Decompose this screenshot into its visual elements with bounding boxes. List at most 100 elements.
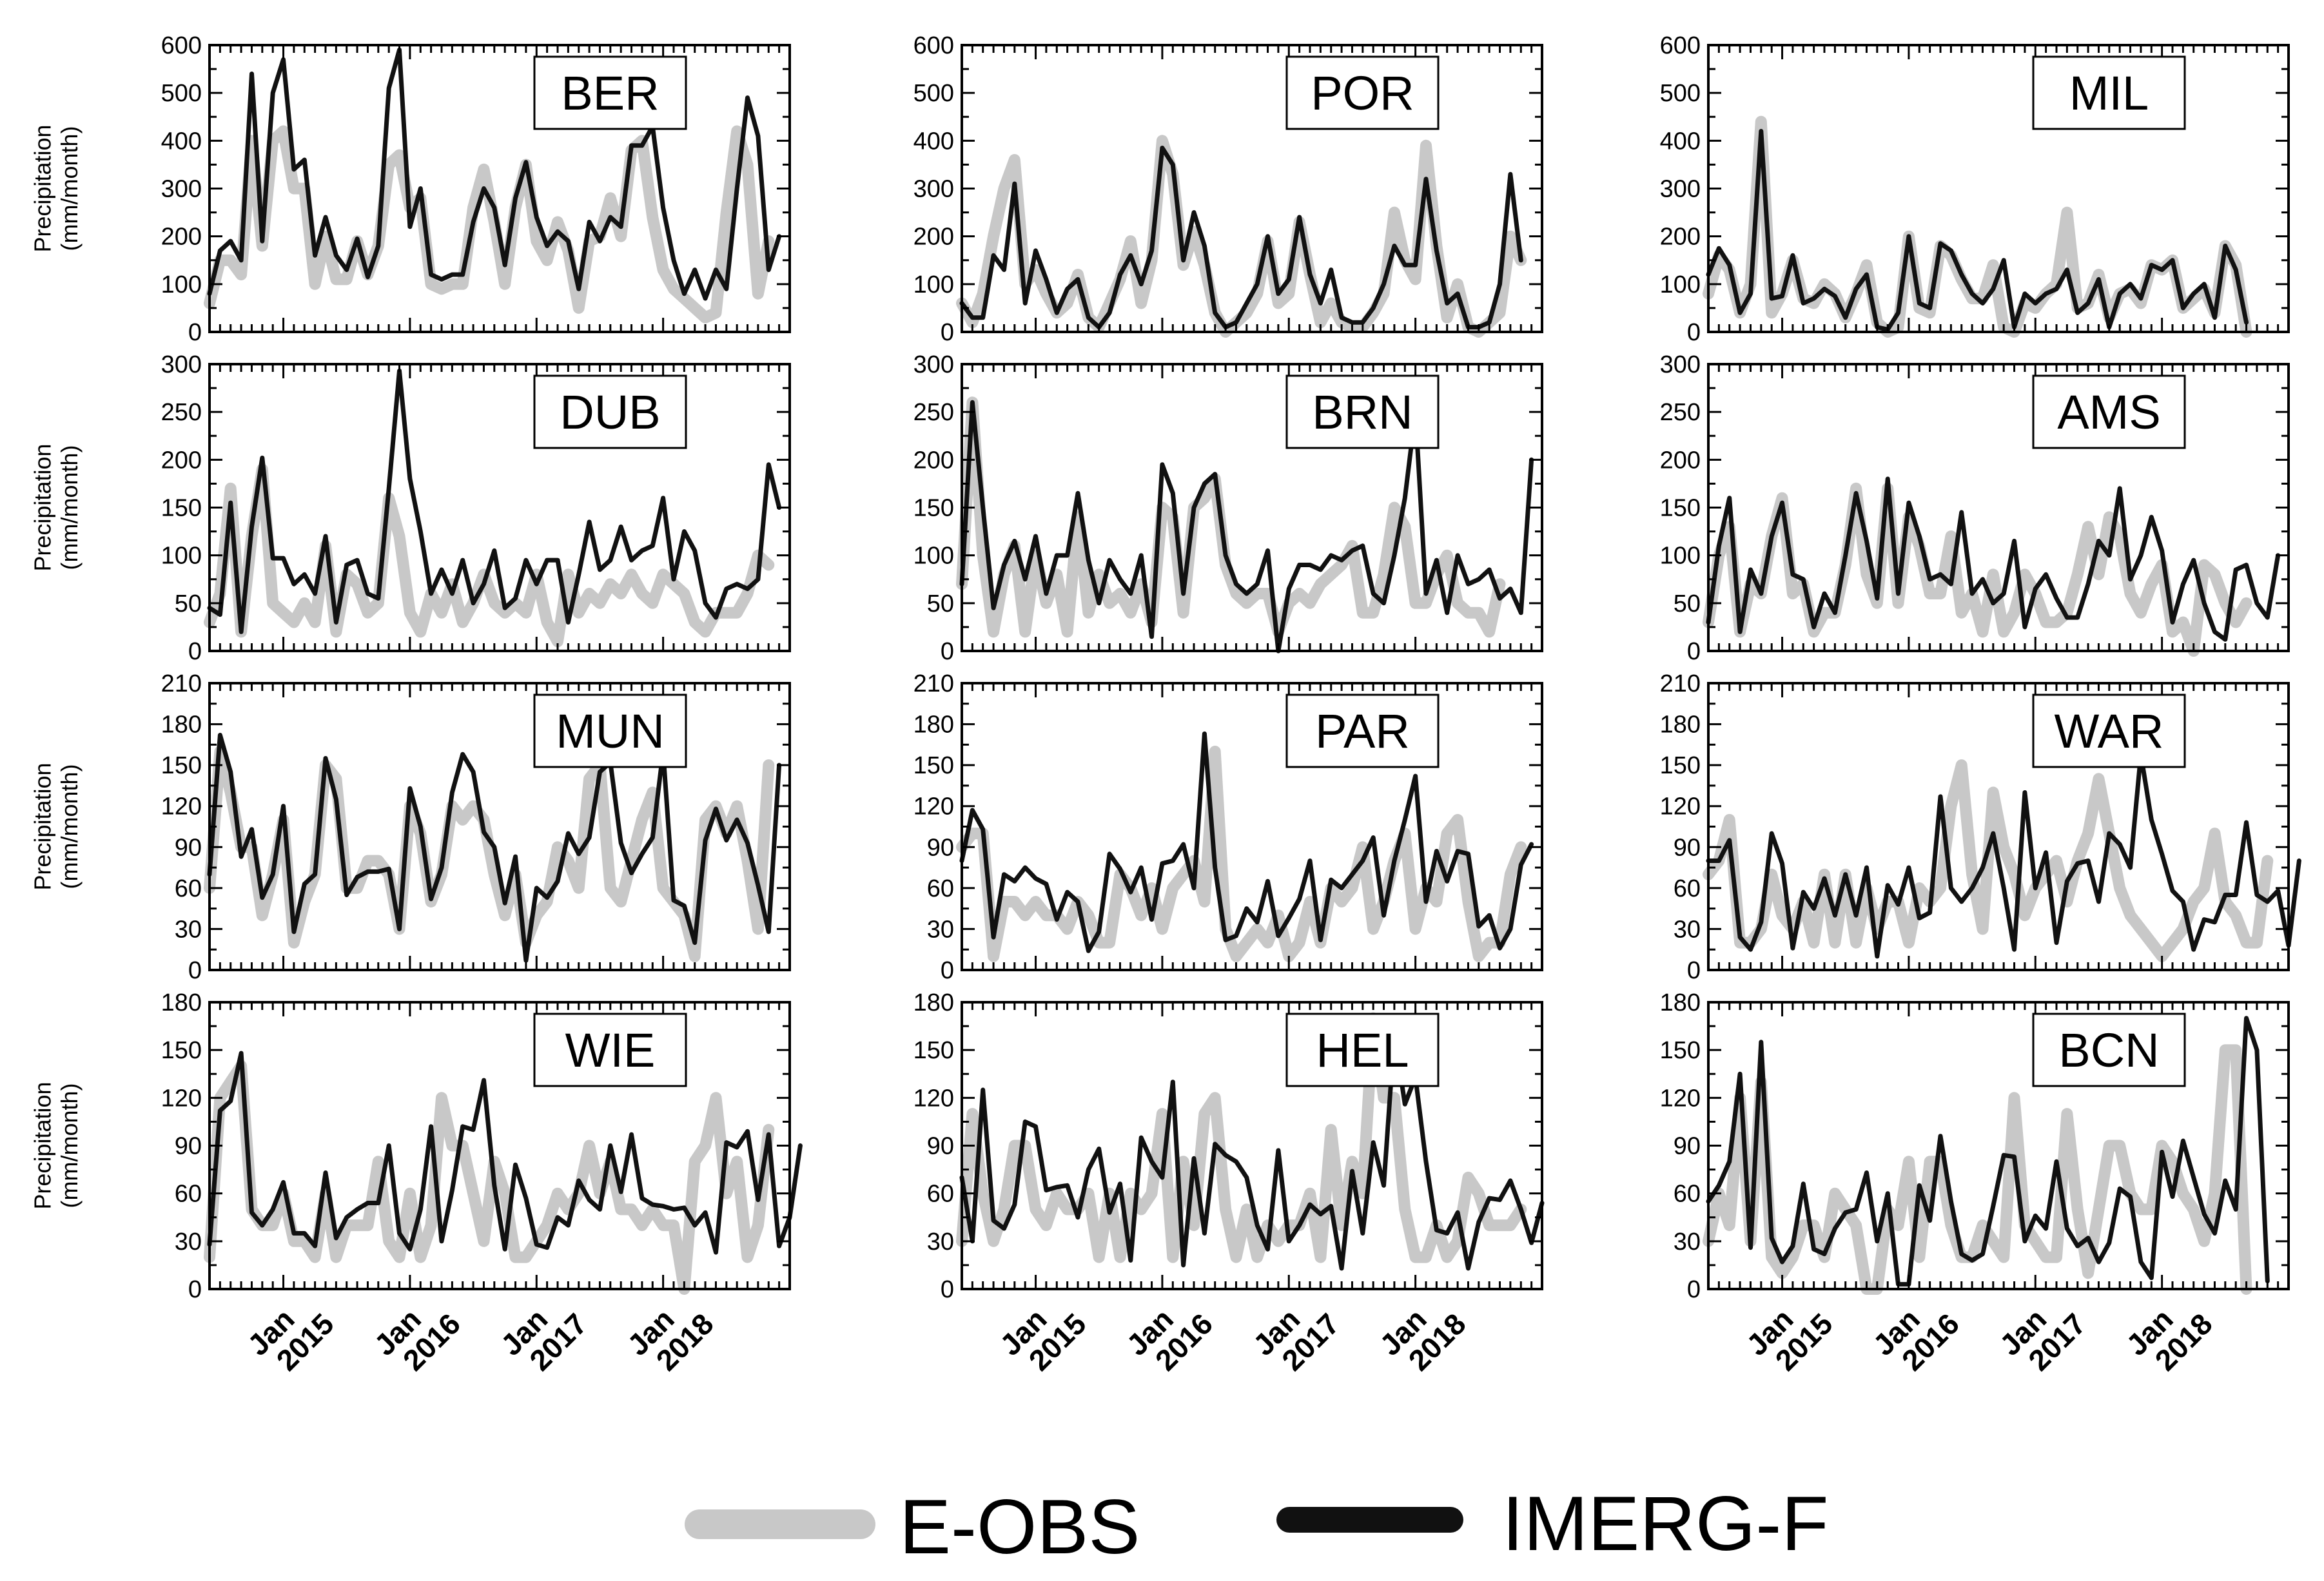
ytick-label-wie: 150 xyxy=(161,1037,202,1064)
station-label-ams: AMS xyxy=(2057,385,2160,439)
series-imerg-f-mil xyxy=(1706,129,2249,332)
legend-label-imerg: IMERG-F xyxy=(1502,1480,1829,1567)
series-e-obs-dub xyxy=(204,463,775,648)
series-imerg-f-wie xyxy=(207,1051,803,1255)
y-axis-label-line1: Precipitation xyxy=(29,1081,55,1209)
series-e-obs-ams xyxy=(1703,482,2252,657)
series-imerg-f-brn xyxy=(959,400,1534,654)
ytick-label-mun: 180 xyxy=(161,712,202,739)
legend-label-eobs: E-OBS xyxy=(899,1484,1140,1570)
series-imerg-f-por xyxy=(959,146,1523,330)
ytick-label-war: 60 xyxy=(1674,875,1701,902)
ytick-label-bcn: 0 xyxy=(1687,1276,1701,1303)
ytick-label-wie: 60 xyxy=(175,1181,202,1208)
station-label-war: WAR xyxy=(2055,704,2164,758)
y-axis-label-line1: Precipitation xyxy=(29,124,55,252)
ytick-label-wie: 30 xyxy=(175,1228,202,1256)
series-e-obs-mun xyxy=(204,746,775,962)
ytick-label-bcn: 150 xyxy=(1660,1037,1701,1064)
ytick-label-war: 180 xyxy=(1660,712,1701,739)
xtick-label-hel: Jan2015 xyxy=(993,1285,1093,1384)
station-label-box-brn xyxy=(1285,374,1440,449)
panel-mil: 0 100 200 300 400 500 600 MIL xyxy=(1660,32,2290,346)
series-imerg-f-ber xyxy=(207,47,782,301)
series-imerg-f-mun xyxy=(207,733,782,963)
ytick-label-wie: 0 xyxy=(188,1276,202,1303)
ytick-label-ber: 400 xyxy=(161,128,202,155)
station-label-par: PAR xyxy=(1315,704,1410,758)
station-label-mun: MUN xyxy=(556,704,665,758)
series-e-obs-por xyxy=(956,135,1527,338)
panel-mun: 0 30 60 90 120 150 180 210 MUN Precipitation(mm/m… xyxy=(29,670,791,984)
ytick-label-bcn: 90 xyxy=(1674,1133,1701,1160)
station-label-box-war xyxy=(2032,694,2186,768)
ytick-label-ams: 150 xyxy=(1660,495,1701,522)
ytick-label-ams: 0 xyxy=(1687,638,1701,665)
ytick-label-brn: 300 xyxy=(913,351,954,378)
xtick-label-wie: Jan2017 xyxy=(494,1285,594,1384)
station-label-ber: BER xyxy=(561,66,659,120)
ytick-label-hel: 120 xyxy=(913,1085,954,1112)
ytick-label-por: 0 xyxy=(941,319,954,346)
ytick-label-ber: 300 xyxy=(161,176,202,203)
y-axis-label-ber: Precipitation(mm/month) xyxy=(29,124,82,252)
series-e-obs-wie xyxy=(204,1060,775,1295)
xtick-label-hel: Jan2016 xyxy=(1120,1285,1219,1384)
ytick-label-hel: 0 xyxy=(941,1276,954,1303)
xtick-label-wie: Jan2018 xyxy=(621,1285,720,1384)
ytick-label-por: 100 xyxy=(913,271,954,298)
series-imerg-f-war xyxy=(1706,752,2301,959)
station-label-dub: DUB xyxy=(560,385,660,439)
ytick-label-mun: 90 xyxy=(175,834,202,861)
ytick-label-ber: 200 xyxy=(161,224,202,251)
series-imerg-f-par xyxy=(959,731,1534,953)
station-label-hel: HEL xyxy=(1316,1023,1409,1077)
panels-layer: 0100200300400500600BERPrecipitation(mm/m… xyxy=(29,32,2301,1303)
xtick-label-bcn: Jan2017 xyxy=(1993,1285,2093,1384)
ytick-label-mun: 210 xyxy=(161,670,202,697)
ytick-label-mil: 0 xyxy=(1687,319,1701,346)
ytick-label-por: 600 xyxy=(913,32,954,59)
station-label-brn: BRN xyxy=(1312,385,1412,439)
panel-par: 0 30 60 90 120 150 180 210 PAR xyxy=(913,670,1543,984)
y-axis-label-line2: (mm/month) xyxy=(56,445,83,570)
ytick-label-mun: 150 xyxy=(161,752,202,779)
time-axis-labels: Jan2015 Jan2016 Jan2017 Jan2018 Jan2015 Jan20… xyxy=(241,1285,2219,1384)
station-label-box-mun xyxy=(533,694,687,768)
ytick-label-par: 150 xyxy=(913,752,954,779)
ytick-label-par: 30 xyxy=(927,916,954,943)
station-label-box-ams xyxy=(2032,374,2186,449)
ytick-label-brn: 0 xyxy=(941,638,954,665)
ytick-label-wie: 90 xyxy=(175,1133,202,1160)
series-imerg-f-hel xyxy=(959,1031,1545,1271)
station-label-wie: WIE xyxy=(565,1023,656,1077)
ytick-label-dub: 250 xyxy=(161,399,202,426)
ytick-label-par: 0 xyxy=(941,957,954,984)
panel-por: 0 100 200 300 400 500 600 POR xyxy=(913,32,1543,346)
ytick-label-ams: 250 xyxy=(1660,399,1701,426)
ytick-label-hel: 90 xyxy=(927,1133,954,1160)
ytick-label-war: 150 xyxy=(1660,752,1701,779)
station-label-box-bcn xyxy=(2032,1013,2186,1087)
ytick-label-ber: 500 xyxy=(161,80,202,107)
y-axis-label-line1: Precipitation xyxy=(29,762,55,890)
ytick-label-par: 60 xyxy=(927,875,954,902)
station-label-box-mil xyxy=(2032,55,2186,130)
series-imerg-f-dub xyxy=(207,368,782,634)
ytick-label-ber: 600 xyxy=(161,32,202,59)
xtick-label-hel: Jan2018 xyxy=(1373,1285,1472,1384)
station-label-bcn: BCN xyxy=(2058,1023,2159,1077)
station-label-box-hel xyxy=(1285,1013,1440,1087)
ytick-label-war: 120 xyxy=(1660,793,1701,820)
ytick-label-ber: 0 xyxy=(188,319,202,346)
ytick-label-mun: 0 xyxy=(188,957,202,984)
ytick-label-ams: 100 xyxy=(1660,543,1701,570)
ytick-label-ber: 100 xyxy=(161,271,202,298)
ytick-label-por: 400 xyxy=(913,128,954,155)
ytick-label-dub: 200 xyxy=(161,447,202,474)
panel-war: 0 30 60 90 120 150 180 210 WAR xyxy=(1660,670,2301,984)
ytick-label-bcn: 60 xyxy=(1674,1181,1701,1208)
series-e-obs-bcn xyxy=(1703,1044,2252,1295)
ytick-label-bcn: 30 xyxy=(1674,1228,1701,1256)
ytick-label-dub: 100 xyxy=(161,543,202,570)
